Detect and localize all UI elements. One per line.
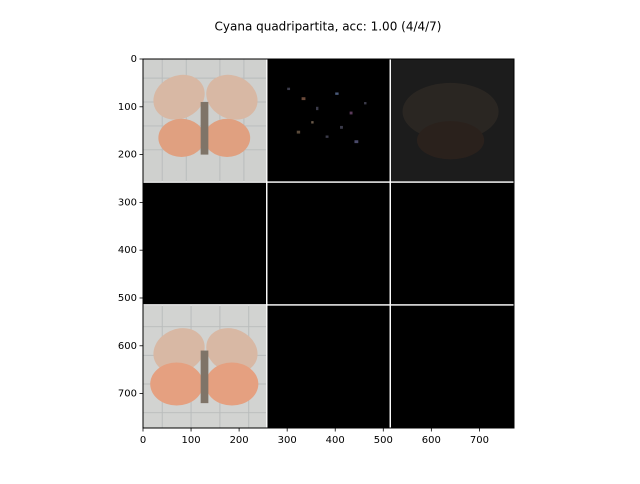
overlay-image	[390, 59, 514, 182]
x-tick-label: 600	[422, 435, 441, 446]
x-tick-label: 0	[140, 435, 146, 446]
x-tick-label: 700	[470, 435, 489, 446]
y-tick-label: 400	[118, 245, 137, 256]
tile-separator	[389, 59, 391, 428]
image-grid	[143, 59, 514, 428]
saliency-image	[287, 87, 367, 144]
y-tick-label: 100	[118, 102, 137, 113]
y-tick-label: 0	[131, 54, 137, 65]
y-tick-label: 600	[118, 341, 137, 352]
x-tick-label: 300	[278, 435, 297, 446]
tile-separator	[266, 59, 268, 428]
x-tick-label: 500	[374, 435, 393, 446]
x-tick-label: 100	[182, 435, 201, 446]
y-tick-label: 500	[118, 293, 137, 304]
y-tick-label: 300	[118, 197, 137, 208]
x-tick-label: 400	[326, 435, 345, 446]
moth-image	[143, 305, 267, 428]
tile-separator	[143, 181, 514, 183]
moth-image	[143, 59, 267, 182]
tile-separator	[143, 304, 514, 306]
y-tick-label: 200	[118, 150, 137, 161]
x-tick-label: 200	[230, 435, 249, 446]
y-tick-label: 700	[118, 389, 137, 400]
chart-title: Cyana quadripartita, acc: 1.00 (4/4/7)	[215, 20, 442, 34]
axes-frame	[142, 58, 515, 429]
